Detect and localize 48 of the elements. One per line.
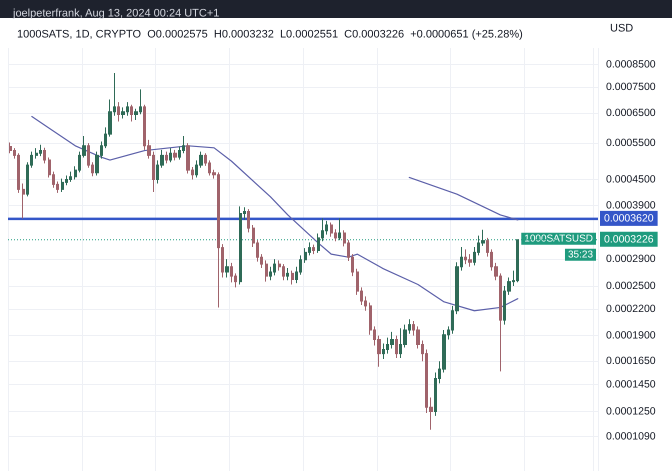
candlestick (117, 102, 120, 122)
candlestick (165, 151, 168, 164)
candlestick (265, 260, 268, 282)
candlestick (312, 244, 315, 255)
candlestick (35, 148, 38, 160)
candlestick (282, 264, 285, 281)
y-tick-label: 0.0005500 (606, 137, 656, 150)
y-tick-label: 0.0001650 (606, 355, 656, 368)
candlestick (468, 254, 472, 268)
chart-subtitle: joelpeterfrank, Aug 13, 2024 00:24 UTC+1 (12, 8, 220, 20)
candlestick (225, 258, 229, 278)
candlestick (173, 149, 177, 161)
ref-line-label: 0.0003620 (604, 212, 654, 224)
y-tick-label: 0.0001900 (606, 330, 656, 342)
y-tick-label: 0.0001090 (606, 430, 656, 442)
candlestick (61, 178, 64, 192)
chart-title: 1000SATS, 1D, CRYPTO O0.0002575 H0.0003232 L0.0002551 C0.0003226 +0.0000651 (+25.28%) (17, 28, 523, 40)
candlestick (286, 268, 289, 281)
candlestick (273, 258, 276, 276)
y-tick-label: 0.0002900 (606, 253, 656, 266)
candlestick (291, 270, 294, 286)
y-tick-label: 0.0002500 (606, 280, 656, 292)
candlestick (338, 218, 341, 241)
y-tick-label: 0.0008500 (606, 58, 656, 70)
line-series (408, 176, 518, 221)
y-axis-title: USD (610, 22, 634, 34)
y-tick-label: 0.0003900 (606, 199, 656, 212)
candlestick (22, 183, 25, 219)
ref-line-label: 0.0003226 (604, 233, 654, 246)
y-tick-label: 0.0007500 (606, 80, 656, 93)
candlestick (69, 171, 72, 182)
candlestick (43, 147, 46, 164)
candlestick (39, 144, 42, 157)
candlestick (247, 208, 250, 233)
y-tick-label: 0.0002200 (606, 303, 656, 316)
y-tick-label: 0.0001250 (606, 406, 656, 418)
y-tick-label: 0.0006500 (606, 106, 656, 119)
y-tick-label: 0.0001450 (606, 378, 656, 391)
candlestick (130, 104, 133, 122)
annotation: 35:23 (568, 249, 594, 260)
candlestick (395, 335, 398, 358)
candlestick (169, 148, 172, 163)
annotation: 1000SATSUSD (524, 233, 594, 244)
line-series (31, 116, 518, 312)
candlestick (239, 206, 242, 286)
candlestick (330, 222, 333, 238)
y-tick-label: 0.0004500 (606, 173, 656, 186)
candlestick (516, 238, 519, 283)
